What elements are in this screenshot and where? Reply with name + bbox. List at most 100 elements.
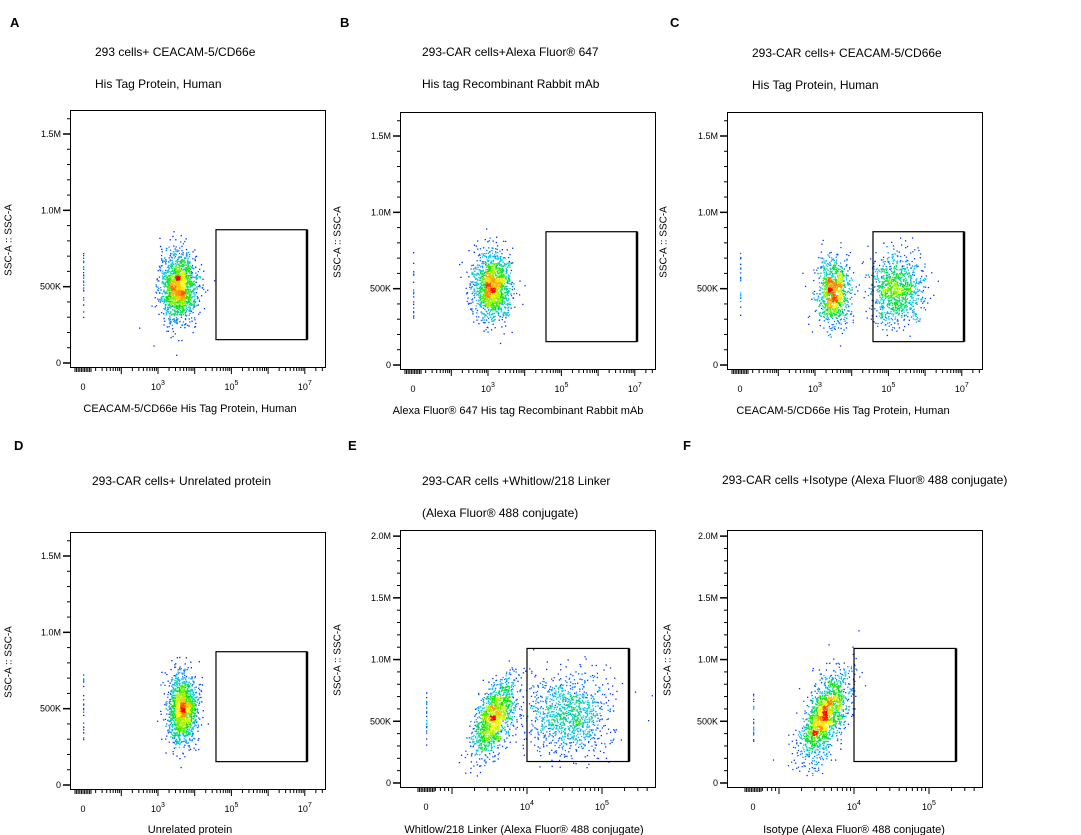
- event-dot: [185, 264, 187, 266]
- event-dot: [874, 278, 876, 280]
- event-dot: [189, 272, 191, 275]
- event-dot: [193, 268, 195, 270]
- event-dot: [499, 293, 501, 295]
- event-dot: [482, 284, 484, 286]
- event-dot: [174, 288, 176, 290]
- event-dot: [182, 281, 184, 283]
- event-dot: [156, 279, 158, 281]
- event-dot: [501, 277, 504, 280]
- event-dot: [495, 252, 497, 254]
- event-dot: [840, 281, 842, 283]
- event-dot: [184, 291, 187, 293]
- event-dot: [481, 280, 483, 283]
- event-dot: [841, 278, 843, 280]
- event-dot: [844, 260, 846, 262]
- event-dot: [166, 326, 168, 328]
- x-tick-label: 105: [554, 382, 568, 394]
- event-dot: [172, 261, 174, 263]
- event-dot: [490, 297, 493, 299]
- event-dot: [498, 301, 500, 303]
- event-dot: [171, 276, 173, 278]
- event-dot: [490, 261, 493, 263]
- event-dot: [162, 270, 164, 272]
- event-dot: [185, 305, 187, 307]
- event-dot: [907, 269, 909, 271]
- event-dot: [832, 303, 835, 306]
- event-dot: [83, 287, 85, 289]
- event-dot: [837, 311, 839, 313]
- event-dot: [484, 255, 486, 257]
- event-dot: [841, 281, 843, 284]
- event-dot: [185, 257, 187, 259]
- event-dot: [842, 312, 844, 314]
- event-dot: [479, 254, 481, 256]
- event-dot: [174, 333, 176, 335]
- event-dot: [83, 284, 85, 286]
- y-tick-label: 1.5M: [371, 131, 391, 141]
- event-dot: [181, 293, 183, 295]
- event-dot: [823, 272, 825, 274]
- gate-rectangle[interactable]: [215, 229, 308, 341]
- event-dot: [169, 289, 171, 291]
- event-dot: [488, 293, 490, 295]
- event-dot: [170, 297, 172, 299]
- event-dot: [842, 289, 845, 292]
- event-dot: [181, 298, 183, 300]
- event-dot: [185, 289, 187, 292]
- event-dot: [480, 302, 482, 305]
- event-dot: [175, 295, 177, 297]
- event-dot: [887, 284, 889, 286]
- event-dot: [176, 322, 178, 324]
- event-dot: [506, 304, 509, 306]
- event-dot: [910, 294, 913, 296]
- event-dot: [178, 308, 180, 311]
- event-dot: [162, 278, 164, 280]
- event-dot: [834, 286, 836, 289]
- event-dot: [509, 264, 511, 266]
- event-dot: [838, 303, 841, 305]
- event-dot: [164, 304, 166, 306]
- event-dot: [850, 313, 852, 315]
- event-dot: [469, 284, 471, 286]
- event-dot: [828, 291, 830, 293]
- event-dot: [501, 249, 503, 251]
- event-dot: [839, 284, 841, 286]
- event-dot: [186, 295, 188, 297]
- event-dot: [186, 288, 189, 290]
- event-dot: [817, 295, 819, 297]
- event-dot: [827, 317, 829, 319]
- event-dot: [834, 310, 836, 312]
- event-dot: [175, 307, 177, 310]
- event-dot: [906, 279, 908, 281]
- event-dot: [178, 340, 180, 342]
- event-dot: [828, 334, 830, 337]
- event-dot: [846, 300, 848, 302]
- event-dot: [497, 292, 499, 294]
- event-dot: [178, 250, 180, 252]
- event-dot: [482, 305, 484, 307]
- event-dot: [171, 280, 174, 283]
- event-dot: [167, 271, 169, 273]
- event-dot: [494, 271, 496, 273]
- gate-rectangle[interactable]: [545, 231, 638, 343]
- event-dot: [848, 283, 851, 285]
- event-dot: [835, 308, 837, 311]
- event-dot: [842, 289, 844, 292]
- event-dot: [492, 240, 494, 242]
- event-dot: [835, 285, 837, 287]
- event-dot: [831, 289, 834, 291]
- event-dot: [182, 252, 184, 254]
- event-dot: [181, 324, 183, 326]
- event-dot: [489, 310, 492, 312]
- event-dot: [508, 282, 510, 284]
- event-dot: [166, 299, 168, 301]
- event-dot: [172, 298, 174, 300]
- event-dot: [824, 302, 826, 304]
- event-dot: [494, 257, 496, 259]
- event-dot: [493, 307, 496, 309]
- event-dot: [881, 283, 883, 286]
- event-dot: [500, 309, 502, 311]
- event-dot: [482, 279, 484, 281]
- event-dot: [896, 288, 899, 290]
- event-dot: [912, 297, 914, 299]
